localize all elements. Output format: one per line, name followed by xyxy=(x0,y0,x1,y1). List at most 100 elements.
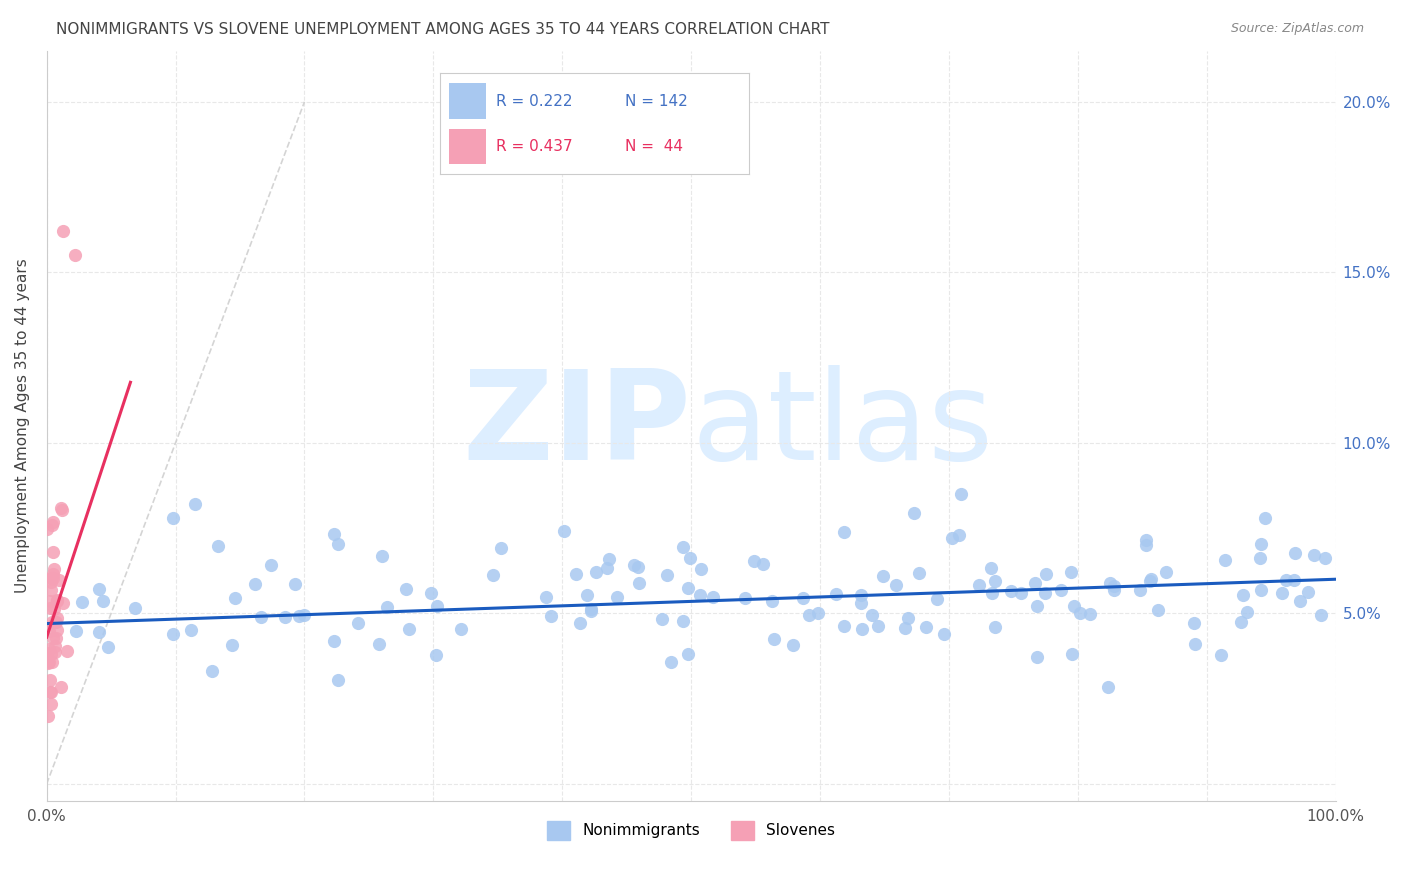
Slovenes xyxy=(41,655,63,669)
Slovenes xyxy=(44,615,66,630)
Nonimmigrants xyxy=(596,560,619,574)
Nonimmigrants xyxy=(834,524,856,539)
Slovenes xyxy=(45,632,67,646)
Slovenes xyxy=(37,708,59,723)
Slovenes xyxy=(56,644,79,658)
Nonimmigrants xyxy=(1249,551,1271,566)
Nonimmigrants xyxy=(967,577,990,591)
Nonimmigrants xyxy=(292,607,315,622)
Nonimmigrants xyxy=(884,578,907,592)
Nonimmigrants xyxy=(1182,615,1205,630)
Nonimmigrants xyxy=(1254,510,1277,524)
Slovenes xyxy=(35,522,58,536)
Nonimmigrants xyxy=(1050,583,1073,598)
Nonimmigrants xyxy=(1313,551,1336,566)
Nonimmigrants xyxy=(91,594,114,608)
Nonimmigrants xyxy=(426,599,449,614)
Nonimmigrants xyxy=(482,567,505,582)
Nonimmigrants xyxy=(1078,607,1101,621)
Slovenes xyxy=(44,602,66,616)
Nonimmigrants xyxy=(792,591,814,605)
Nonimmigrants xyxy=(598,552,620,566)
Nonimmigrants xyxy=(207,539,229,553)
Slovenes xyxy=(46,592,69,607)
Nonimmigrants xyxy=(671,540,693,554)
Slovenes xyxy=(39,685,62,699)
Nonimmigrants xyxy=(322,633,344,648)
Nonimmigrants xyxy=(676,647,699,661)
Nonimmigrants xyxy=(585,565,607,579)
Nonimmigrants xyxy=(323,527,346,541)
Nonimmigrants xyxy=(368,637,391,651)
Text: NONIMMIGRANTS VS SLOVENE UNEMPLOYMENT AMONG AGES 35 TO 44 YEARS CORRELATION CHAR: NONIMMIGRANTS VS SLOVENE UNEMPLOYMENT AM… xyxy=(56,22,830,37)
Slovenes xyxy=(39,647,62,661)
Nonimmigrants xyxy=(1035,567,1057,582)
Nonimmigrants xyxy=(849,596,872,610)
Nonimmigrants xyxy=(672,614,695,628)
Nonimmigrants xyxy=(984,574,1007,589)
Nonimmigrants xyxy=(1135,538,1157,552)
Slovenes xyxy=(42,571,65,585)
Nonimmigrants xyxy=(980,560,1002,574)
Slovenes xyxy=(37,646,59,660)
Slovenes xyxy=(45,611,67,625)
Nonimmigrants xyxy=(1298,584,1320,599)
Nonimmigrants xyxy=(375,599,398,614)
Slovenes xyxy=(51,680,73,694)
Nonimmigrants xyxy=(950,487,973,501)
Nonimmigrants xyxy=(162,511,184,525)
Nonimmigrants xyxy=(628,575,651,590)
Nonimmigrants xyxy=(425,648,447,662)
Text: Source: ZipAtlas.com: Source: ZipAtlas.com xyxy=(1230,22,1364,36)
Nonimmigrants xyxy=(1230,615,1253,629)
Slovenes xyxy=(44,644,66,658)
Nonimmigrants xyxy=(398,622,420,636)
Nonimmigrants xyxy=(419,586,441,600)
Nonimmigrants xyxy=(894,621,917,635)
Nonimmigrants xyxy=(1063,599,1085,613)
Nonimmigrants xyxy=(1213,553,1236,567)
Slovenes xyxy=(44,639,66,653)
Nonimmigrants xyxy=(568,616,591,631)
Nonimmigrants xyxy=(1282,574,1305,588)
Nonimmigrants xyxy=(1024,576,1046,591)
Nonimmigrants xyxy=(1140,572,1163,586)
Nonimmigrants xyxy=(984,620,1007,634)
Slovenes xyxy=(38,624,60,638)
Slovenes xyxy=(39,582,62,597)
Nonimmigrants xyxy=(1154,565,1177,579)
Nonimmigrants xyxy=(243,577,266,591)
Nonimmigrants xyxy=(1129,583,1152,598)
Nonimmigrants xyxy=(1059,565,1081,579)
Nonimmigrants xyxy=(606,590,628,604)
Nonimmigrants xyxy=(260,558,283,572)
Nonimmigrants xyxy=(659,655,682,669)
Nonimmigrants xyxy=(1026,650,1049,665)
Nonimmigrants xyxy=(690,562,713,576)
Nonimmigrants xyxy=(553,524,575,538)
Slovenes xyxy=(39,697,62,711)
Nonimmigrants xyxy=(1060,647,1083,661)
Slovenes xyxy=(63,248,86,262)
Nonimmigrants xyxy=(65,624,87,638)
Nonimmigrants xyxy=(534,590,557,604)
Nonimmigrants xyxy=(1026,599,1049,613)
Nonimmigrants xyxy=(564,566,586,581)
Nonimmigrants xyxy=(347,615,370,630)
Slovenes xyxy=(41,631,63,645)
Nonimmigrants xyxy=(676,581,699,595)
Nonimmigrants xyxy=(1289,593,1312,607)
Nonimmigrants xyxy=(807,607,830,621)
Nonimmigrants xyxy=(980,586,1002,600)
Text: ZIP: ZIP xyxy=(463,366,692,486)
Nonimmigrants xyxy=(201,665,224,679)
Nonimmigrants xyxy=(1102,579,1125,593)
Y-axis label: Unemployment Among Ages 35 to 44 years: Unemployment Among Ages 35 to 44 years xyxy=(15,259,30,593)
Slovenes xyxy=(48,573,70,587)
Nonimmigrants xyxy=(941,531,963,545)
Nonimmigrants xyxy=(97,640,120,655)
Slovenes xyxy=(39,673,62,687)
Nonimmigrants xyxy=(224,591,246,606)
Nonimmigrants xyxy=(752,557,775,571)
Slovenes xyxy=(52,596,75,610)
